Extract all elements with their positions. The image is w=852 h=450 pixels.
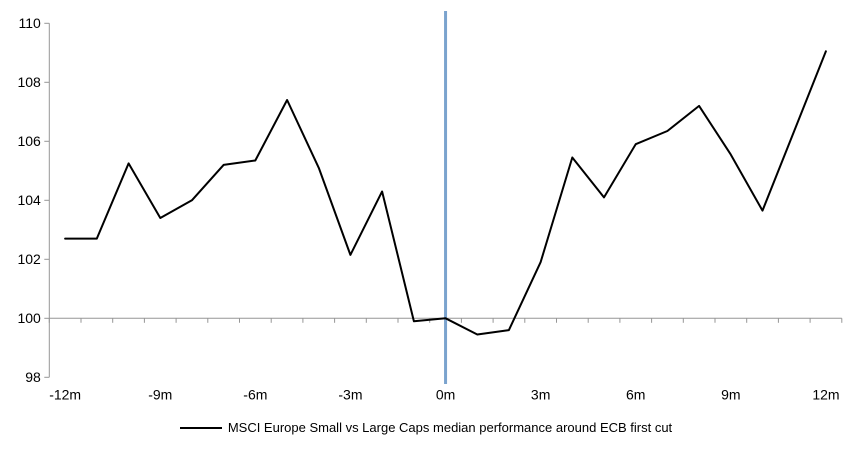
y-axis-tick-label: 102 <box>17 251 41 267</box>
x-axis-tick-label: 0m <box>436 387 455 403</box>
x-axis-tick-label: 3m <box>531 387 550 403</box>
y-axis-tick-label: 106 <box>17 133 41 149</box>
y-axis-tick-label: 100 <box>17 310 41 326</box>
series-line <box>64 50 827 336</box>
y-axis-tick-label: 110 <box>18 15 41 31</box>
x-axis-tick-label: -6m <box>243 387 267 403</box>
x-axis-tick-label: 12m <box>812 387 839 403</box>
x-axis-tick-label: 6m <box>626 387 645 403</box>
legend: MSCI Europe Small vs Large Caps median p… <box>0 420 852 435</box>
x-axis-tick-label: -12m <box>49 387 81 403</box>
plot-area: 98 100 102 104 106 108 110 -12m -9m -6m -3m 0m 3m 6m 9… <box>17 11 843 403</box>
x-axis-tick-label: 9m <box>721 387 740 403</box>
y-axis-tick-label: 104 <box>17 192 41 208</box>
x-axis-tick-label: -9m <box>148 387 172 403</box>
legend-label: MSCI Europe Small vs Large Caps median p… <box>227 420 673 435</box>
x-axis-tick-label: -3m <box>338 387 362 403</box>
legend-line-swatch <box>179 426 222 429</box>
y-axis-tick-label: 108 <box>17 74 41 90</box>
y-axis-tick-label: 98 <box>25 369 41 385</box>
